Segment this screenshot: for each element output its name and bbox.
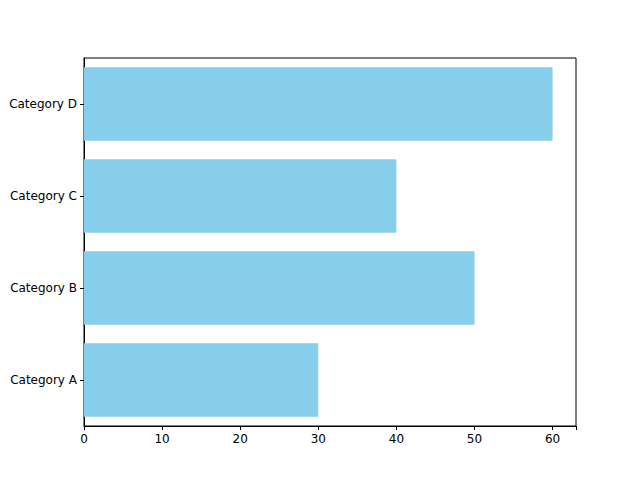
svg-text:60: 60 <box>545 432 560 446</box>
svg-text:10: 10 <box>154 432 169 446</box>
svg-text:20: 20 <box>233 432 248 446</box>
svg-text:40: 40 <box>389 432 404 446</box>
svg-text:50: 50 <box>467 432 482 446</box>
svg-text:Category D: Category D <box>9 97 77 111</box>
svg-text:Category B: Category B <box>10 281 77 295</box>
svg-text:Category C: Category C <box>10 189 77 203</box>
svg-text:0: 0 <box>80 432 88 446</box>
svg-text:Category A: Category A <box>10 373 78 387</box>
svg-text:30: 30 <box>311 432 326 446</box>
